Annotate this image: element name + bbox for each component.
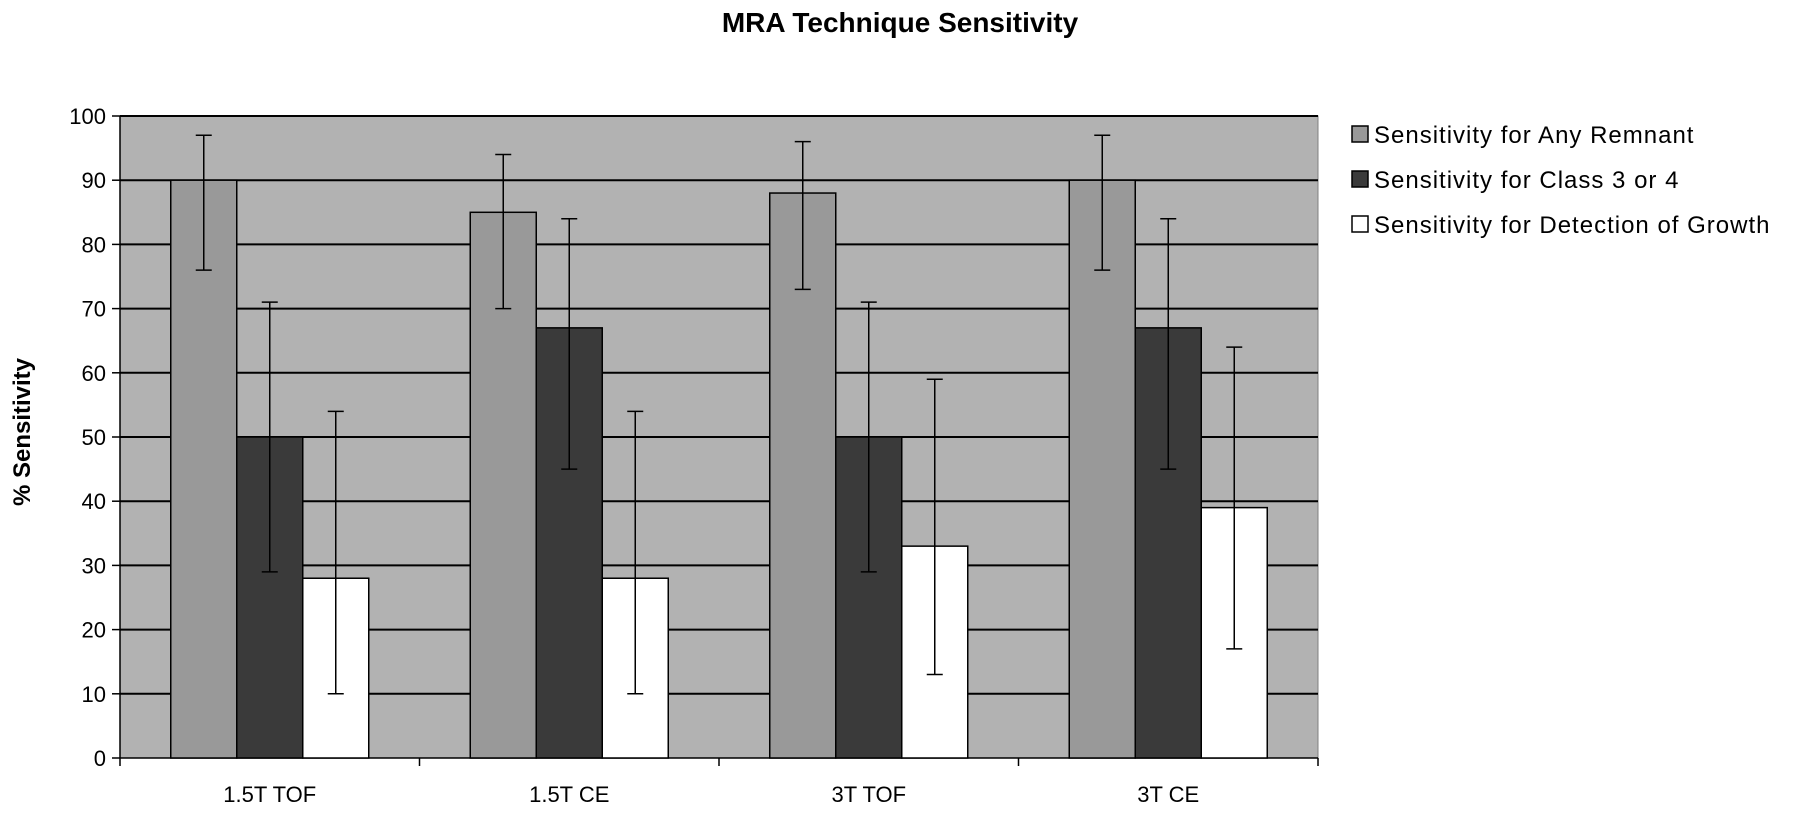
y-tick-label: 100 xyxy=(69,104,106,129)
y-tick-label: 10 xyxy=(82,682,106,707)
chart-title: MRA Technique Sensitivity xyxy=(722,7,1079,38)
legend-swatch xyxy=(1351,125,1369,143)
x-tick-label: 3T CE xyxy=(1137,782,1199,807)
legend: Sensitivity for Any Remnant Sensitivity f… xyxy=(1351,122,1770,239)
y-axis-label: % Sensitivity xyxy=(9,357,36,506)
plot-area: 0 10 20 30 40 50 60 70 80 90 100 1.5T TOF 1.5T CE 3T … xyxy=(69,104,1319,807)
y-tick-label: 20 xyxy=(82,618,106,643)
y-tick-label: 0 xyxy=(94,746,106,771)
x-tick-label: 3T TOF xyxy=(831,782,906,807)
y-tick-label: 40 xyxy=(82,489,106,514)
legend-swatch xyxy=(1351,170,1369,188)
legend-label: Sensitivity for Class 3 or 4 xyxy=(1374,167,1679,194)
bar xyxy=(170,179,238,759)
x-tick-label: 1.5T CE xyxy=(529,782,609,807)
y-tick-label: 80 xyxy=(82,232,106,257)
legend-swatch xyxy=(1351,215,1369,233)
legend-label: Sensitivity for Any Remnant xyxy=(1374,122,1694,149)
bar xyxy=(1068,179,1136,759)
x-tick-label: 1.5T TOF xyxy=(223,782,316,807)
y-tick-label: 30 xyxy=(82,553,106,578)
legend-label: Sensitivity for Detection of Growth xyxy=(1374,212,1770,239)
y-tick-label: 90 xyxy=(82,168,106,193)
y-tick-label: 50 xyxy=(82,425,106,450)
y-tick-label: 70 xyxy=(82,297,106,322)
y-tick-label: 60 xyxy=(82,361,106,386)
